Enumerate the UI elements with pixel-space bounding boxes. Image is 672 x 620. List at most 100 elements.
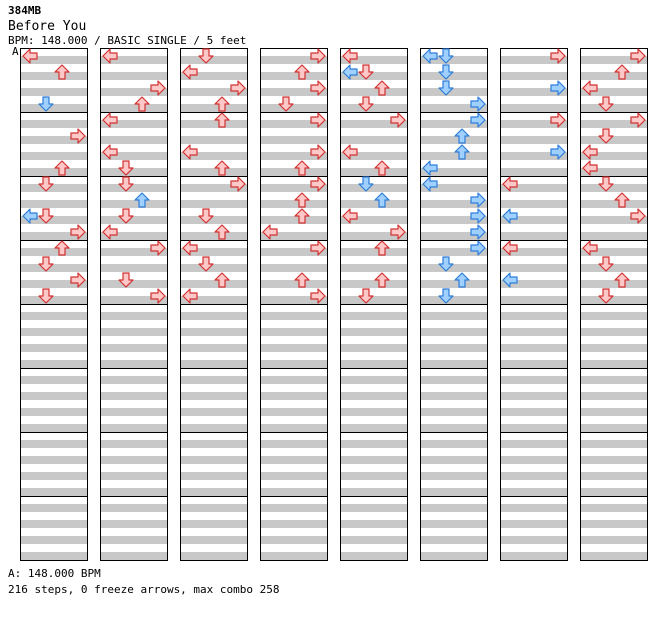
beat-stripe (180, 296, 248, 304)
left-arrow-red (582, 240, 598, 256)
up-arrow-red (54, 160, 70, 176)
beat-stripe (420, 72, 488, 80)
right-arrow-red (630, 48, 646, 64)
beat-stripe (260, 152, 328, 160)
beat-stripe (180, 72, 248, 80)
left-arrow-blue (422, 160, 438, 176)
beat-stripe (580, 232, 648, 240)
beat-stripe (260, 408, 328, 416)
column-border (420, 48, 488, 561)
beat-stripe (20, 104, 88, 112)
beat-stripe (100, 408, 168, 416)
beat-stripe (580, 296, 648, 304)
beat-stripe (180, 360, 248, 368)
down-arrow-blue (438, 288, 454, 304)
beat-stripe (500, 184, 568, 192)
left-arrow-blue (502, 208, 518, 224)
chart-column (340, 48, 408, 561)
right-arrow-red (70, 128, 86, 144)
beat-stripe (340, 360, 408, 368)
beat-stripe (180, 328, 248, 336)
beat-stripe (500, 376, 568, 384)
beat-stripe (500, 392, 568, 400)
down-arrow-red (278, 96, 294, 112)
beat-stripe (20, 504, 88, 512)
column-border (180, 48, 248, 561)
beat-stripe (100, 520, 168, 528)
left-arrow-red (262, 224, 278, 240)
up-arrow-blue (454, 128, 470, 144)
beat-stripe (580, 392, 648, 400)
beat-stripe (180, 552, 248, 560)
beat-stripe (180, 56, 248, 64)
beat-stripe (20, 312, 88, 320)
up-arrow-blue (454, 272, 470, 288)
beat-stripe (20, 440, 88, 448)
beat-stripe (340, 184, 408, 192)
beat-stripe (20, 456, 88, 464)
right-arrow-red (310, 240, 326, 256)
beat-stripe (180, 200, 248, 208)
beat-stripe (420, 472, 488, 480)
beat-stripe (500, 264, 568, 272)
beat-stripe (100, 232, 168, 240)
up-arrow-red (374, 80, 390, 96)
beat-stripe (100, 456, 168, 464)
right-arrow-red (310, 288, 326, 304)
beat-stripe (500, 216, 568, 224)
down-arrow-red (118, 208, 134, 224)
beat-stripe (260, 136, 328, 144)
beat-stripe (340, 424, 408, 432)
beat-stripe (420, 488, 488, 496)
beat-stripe (260, 488, 328, 496)
down-arrow-red (38, 176, 54, 192)
beat-stripe (180, 408, 248, 416)
beat-stripe (180, 88, 248, 96)
beat-stripe (260, 56, 328, 64)
beat-stripe (180, 168, 248, 176)
beat-stripe (20, 88, 88, 96)
column-border (260, 48, 328, 561)
left-arrow-blue (342, 64, 358, 80)
beat-stripe (420, 376, 488, 384)
down-arrow-red (598, 128, 614, 144)
left-arrow-red (182, 64, 198, 80)
left-arrow-red (502, 176, 518, 192)
left-arrow-red (182, 288, 198, 304)
left-arrow-red (102, 224, 118, 240)
beat-stripe (260, 344, 328, 352)
down-arrow-red (598, 176, 614, 192)
beat-stripe (340, 504, 408, 512)
down-arrow-blue (38, 96, 54, 112)
file-size-label: 384MB (8, 4, 42, 17)
down-arrow-red (198, 208, 214, 224)
beat-stripe (20, 232, 88, 240)
beat-stripe (500, 168, 568, 176)
right-arrow-blue (470, 96, 486, 112)
beat-stripe (20, 136, 88, 144)
beat-stripe (260, 552, 328, 560)
left-arrow-red (102, 48, 118, 64)
beat-stripe (180, 440, 248, 448)
beat-stripe (500, 536, 568, 544)
beat-stripe (500, 440, 568, 448)
right-arrow-blue (470, 112, 486, 128)
beat-stripe (420, 408, 488, 416)
beat-stripe (20, 376, 88, 384)
right-arrow-blue (470, 224, 486, 240)
beat-stripe (180, 472, 248, 480)
beat-stripe (180, 376, 248, 384)
beat-stripe (420, 360, 488, 368)
chart-column (500, 48, 568, 561)
beat-stripe (260, 312, 328, 320)
down-arrow-red (358, 96, 374, 112)
beat-stripe (340, 232, 408, 240)
notes-layer (22, 48, 646, 304)
beat-stripe (340, 328, 408, 336)
beat-stripe (340, 168, 408, 176)
down-arrow-red (198, 48, 214, 64)
beat-stripe (180, 536, 248, 544)
up-arrow-red (214, 224, 230, 240)
beat-stripe (420, 520, 488, 528)
beat-stripe (20, 264, 88, 272)
